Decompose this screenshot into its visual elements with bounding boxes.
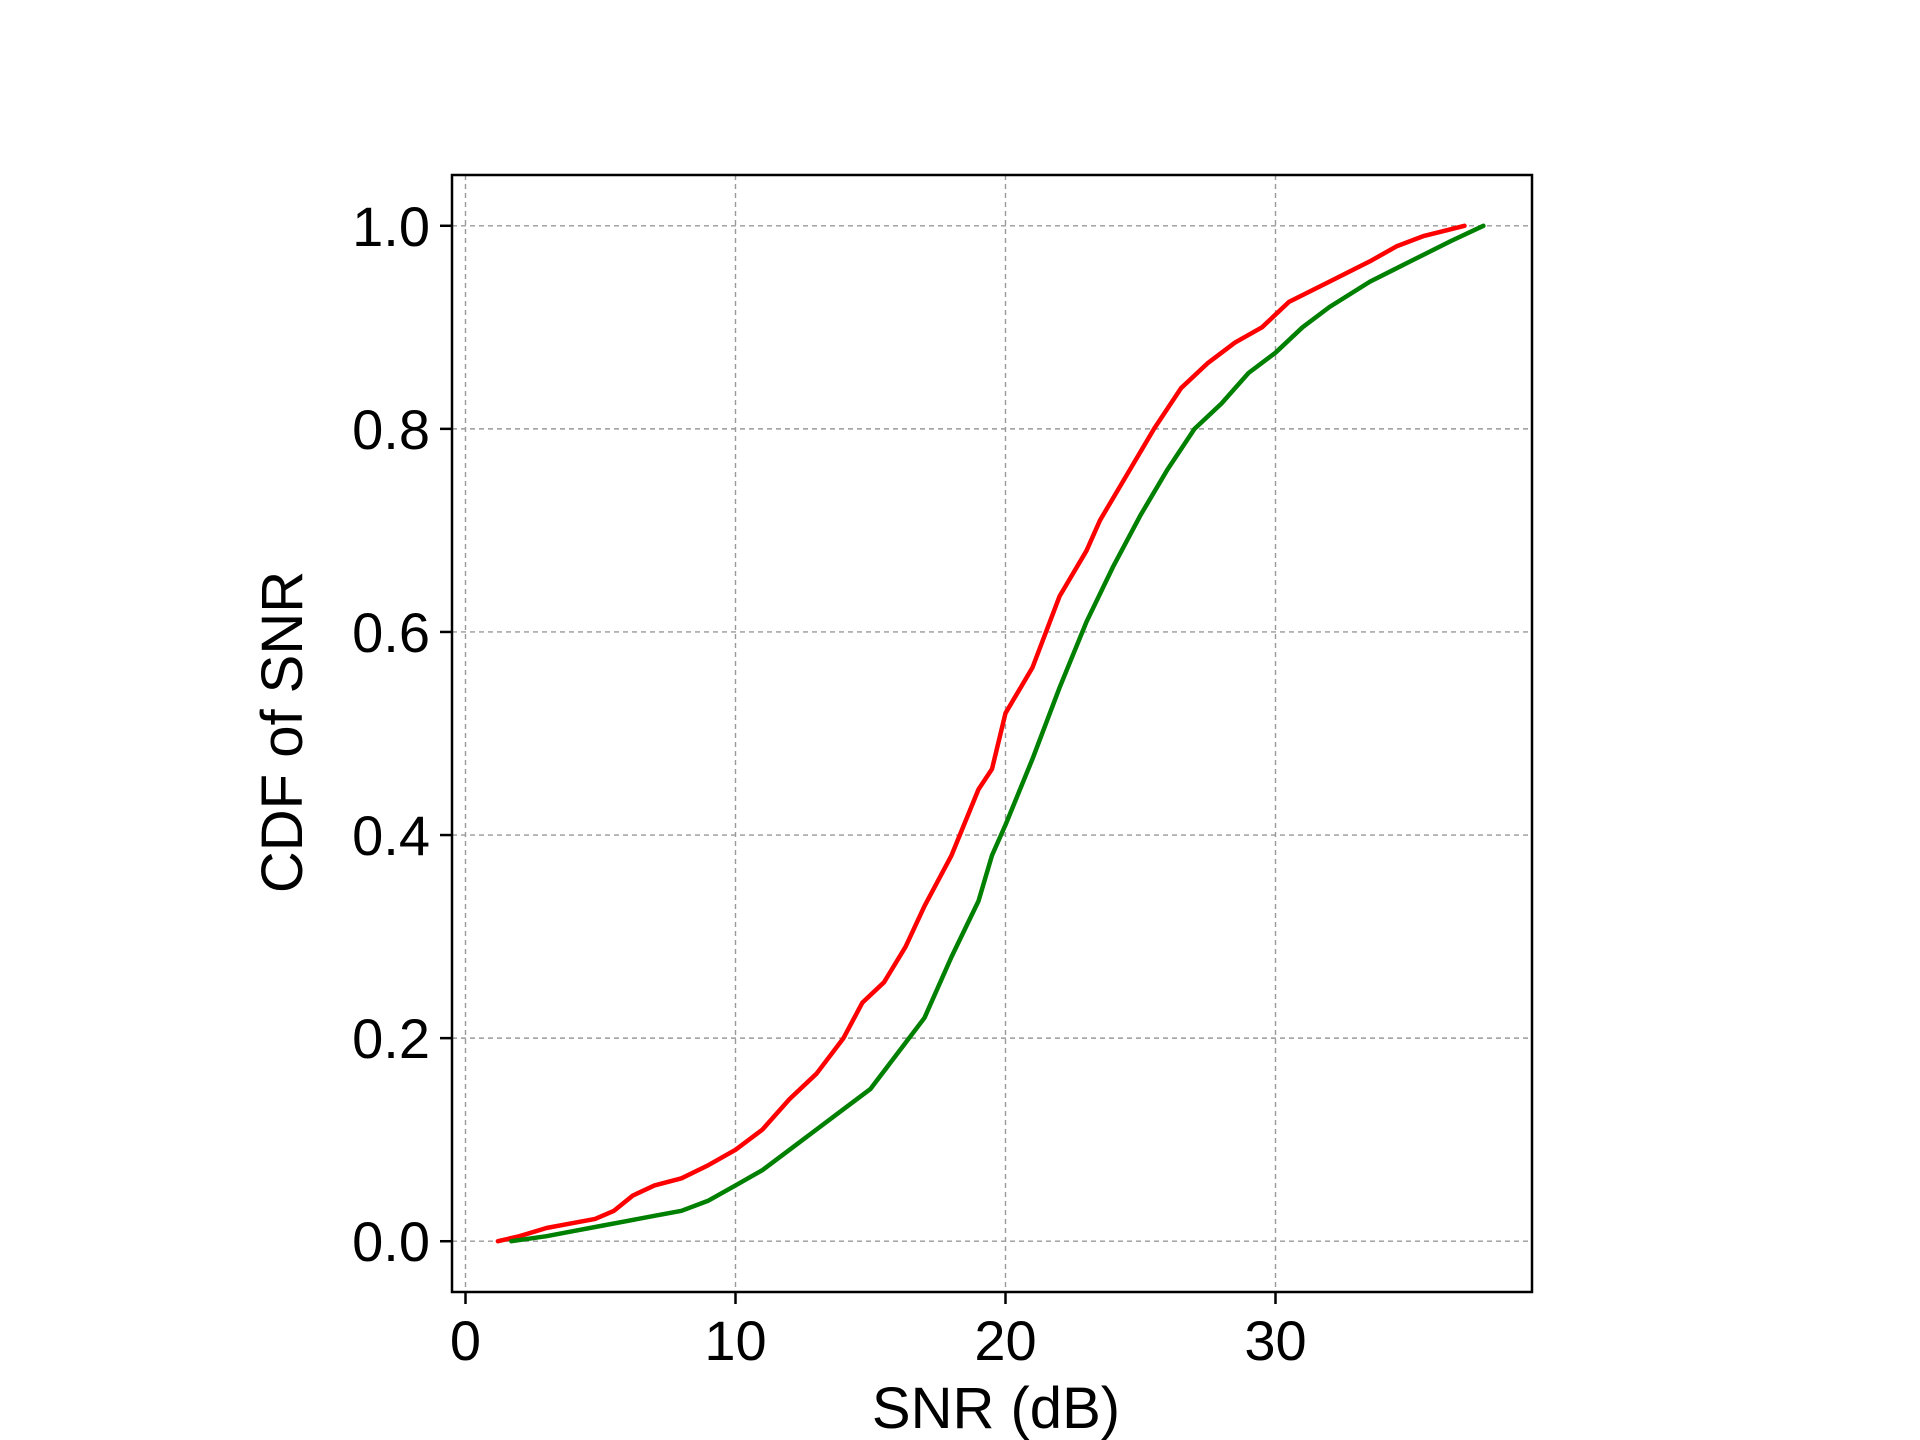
x-tick-label: 20 <box>974 1309 1036 1372</box>
series-line-2 <box>509 223 1486 1244</box>
tick-layer: 0 10 20 30 0.0 0.2 0.4 0.6 0.8 1.0 <box>352 195 1307 1372</box>
x-axis-label: SNR (dB) <box>872 1376 1120 1440</box>
y-tick-label: 1.0 <box>352 195 430 258</box>
x-tick-label: 10 <box>704 1309 766 1372</box>
y-axis-label: CDF of SNR <box>250 571 315 893</box>
grid-layer <box>452 175 1532 1292</box>
y-tick-label: 0.6 <box>352 601 430 664</box>
plot-frame <box>450 173 1534 1294</box>
series-layer <box>495 223 1486 1244</box>
y-tick-label: 0.2 <box>352 1007 430 1070</box>
y-tick-label: 0.0 <box>352 1210 430 1273</box>
x-tick-label: 30 <box>1244 1309 1306 1372</box>
y-tick-label: 0.4 <box>352 804 430 867</box>
y-tick-label: 0.8 <box>352 398 430 461</box>
series-line-1 <box>495 223 1467 1244</box>
x-tick-label: 0 <box>450 1309 481 1372</box>
